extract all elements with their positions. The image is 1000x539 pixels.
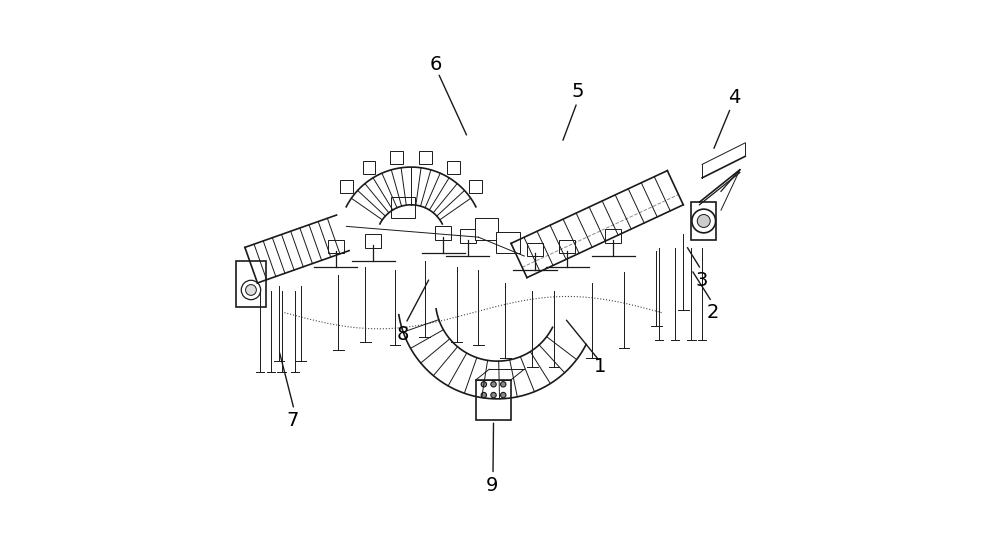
Bar <box>460 229 476 243</box>
Circle shape <box>481 382 487 387</box>
Bar <box>475 218 498 240</box>
Bar <box>469 180 482 193</box>
Circle shape <box>246 285 256 295</box>
Bar <box>391 197 415 218</box>
Bar <box>496 232 520 253</box>
Circle shape <box>501 382 506 387</box>
Bar <box>605 229 621 243</box>
Circle shape <box>697 215 710 227</box>
Bar <box>340 180 353 193</box>
Text: 1: 1 <box>594 357 606 376</box>
Text: 8: 8 <box>397 324 409 344</box>
Bar <box>365 234 381 248</box>
Bar <box>363 161 375 174</box>
Circle shape <box>491 392 496 398</box>
Text: 2: 2 <box>707 303 719 322</box>
Circle shape <box>501 392 506 398</box>
Bar <box>476 380 511 420</box>
Circle shape <box>491 382 496 387</box>
Bar <box>527 243 543 256</box>
Bar <box>419 151 432 164</box>
Text: 9: 9 <box>486 475 498 495</box>
Circle shape <box>692 209 716 233</box>
Bar <box>691 202 716 240</box>
Bar <box>559 240 575 253</box>
Bar <box>447 161 460 174</box>
Bar <box>390 151 403 164</box>
Bar <box>236 261 266 307</box>
Text: 3: 3 <box>696 271 708 290</box>
Bar <box>435 226 451 240</box>
Text: 7: 7 <box>286 411 299 430</box>
Circle shape <box>481 392 487 398</box>
Bar <box>328 240 344 253</box>
Circle shape <box>241 280 261 300</box>
Text: 6: 6 <box>429 55 442 74</box>
Text: 4: 4 <box>728 87 741 107</box>
Text: 5: 5 <box>572 82 584 101</box>
